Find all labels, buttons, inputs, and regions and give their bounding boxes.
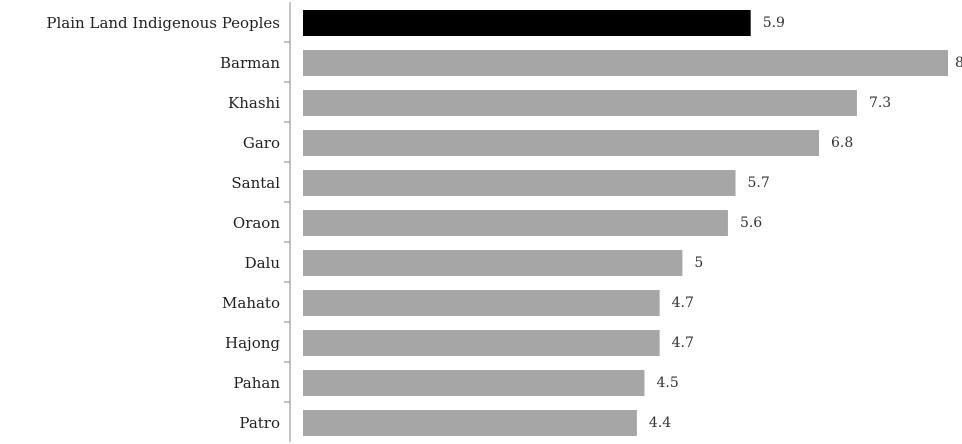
bar-9 [303, 370, 645, 396]
bar-7 [303, 290, 660, 316]
category-label-1: Barman [220, 54, 280, 72]
bar-10 [303, 410, 637, 436]
value-label-4: 5.7 [748, 175, 770, 191]
value-label-3: 6.8 [831, 135, 853, 151]
category-label-8: Hajong [225, 334, 280, 352]
bar-1 [303, 50, 948, 76]
bar-0 [303, 10, 751, 36]
value-label-2: 7.3 [869, 95, 891, 111]
category-label-6: Dalu [245, 254, 281, 272]
category-label-5: Oraon [233, 214, 280, 232]
category-label-9: Pahan [233, 374, 280, 392]
value-label-6: 5 [694, 255, 703, 271]
bar-8 [303, 330, 660, 356]
bar-4 [303, 170, 736, 196]
category-label-7: Mahato [222, 294, 280, 312]
value-label-0: 5.9 [763, 15, 785, 31]
value-label-1: 8.5 [955, 55, 962, 71]
value-label-9: 4.5 [656, 375, 678, 391]
value-label-7: 4.7 [672, 295, 694, 311]
category-labels-group: Plain Land Indigenous Peoples Barman Khash… [46, 14, 280, 432]
value-label-10: 4.4 [649, 415, 671, 431]
value-label-8: 4.7 [672, 335, 694, 351]
bars-group [303, 10, 948, 436]
category-label-10: Patro [239, 414, 280, 432]
y-ticks-group [284, 41, 290, 403]
bar-6 [303, 250, 683, 276]
bar-2 [303, 90, 857, 116]
bar-5 [303, 210, 728, 236]
category-label-0: Plain Land Indigenous Peoples [46, 14, 280, 32]
bar-3 [303, 130, 819, 156]
category-label-2: Khashi [228, 94, 280, 112]
category-label-4: Santal [231, 174, 280, 192]
value-label-5: 5.6 [740, 215, 762, 231]
category-label-3: Garo [243, 134, 280, 152]
value-labels-group: 5.9 8.5 7.3 6.8 5.7 5.6 5 4.7 4.7 4.5 4.4 [649, 15, 962, 431]
